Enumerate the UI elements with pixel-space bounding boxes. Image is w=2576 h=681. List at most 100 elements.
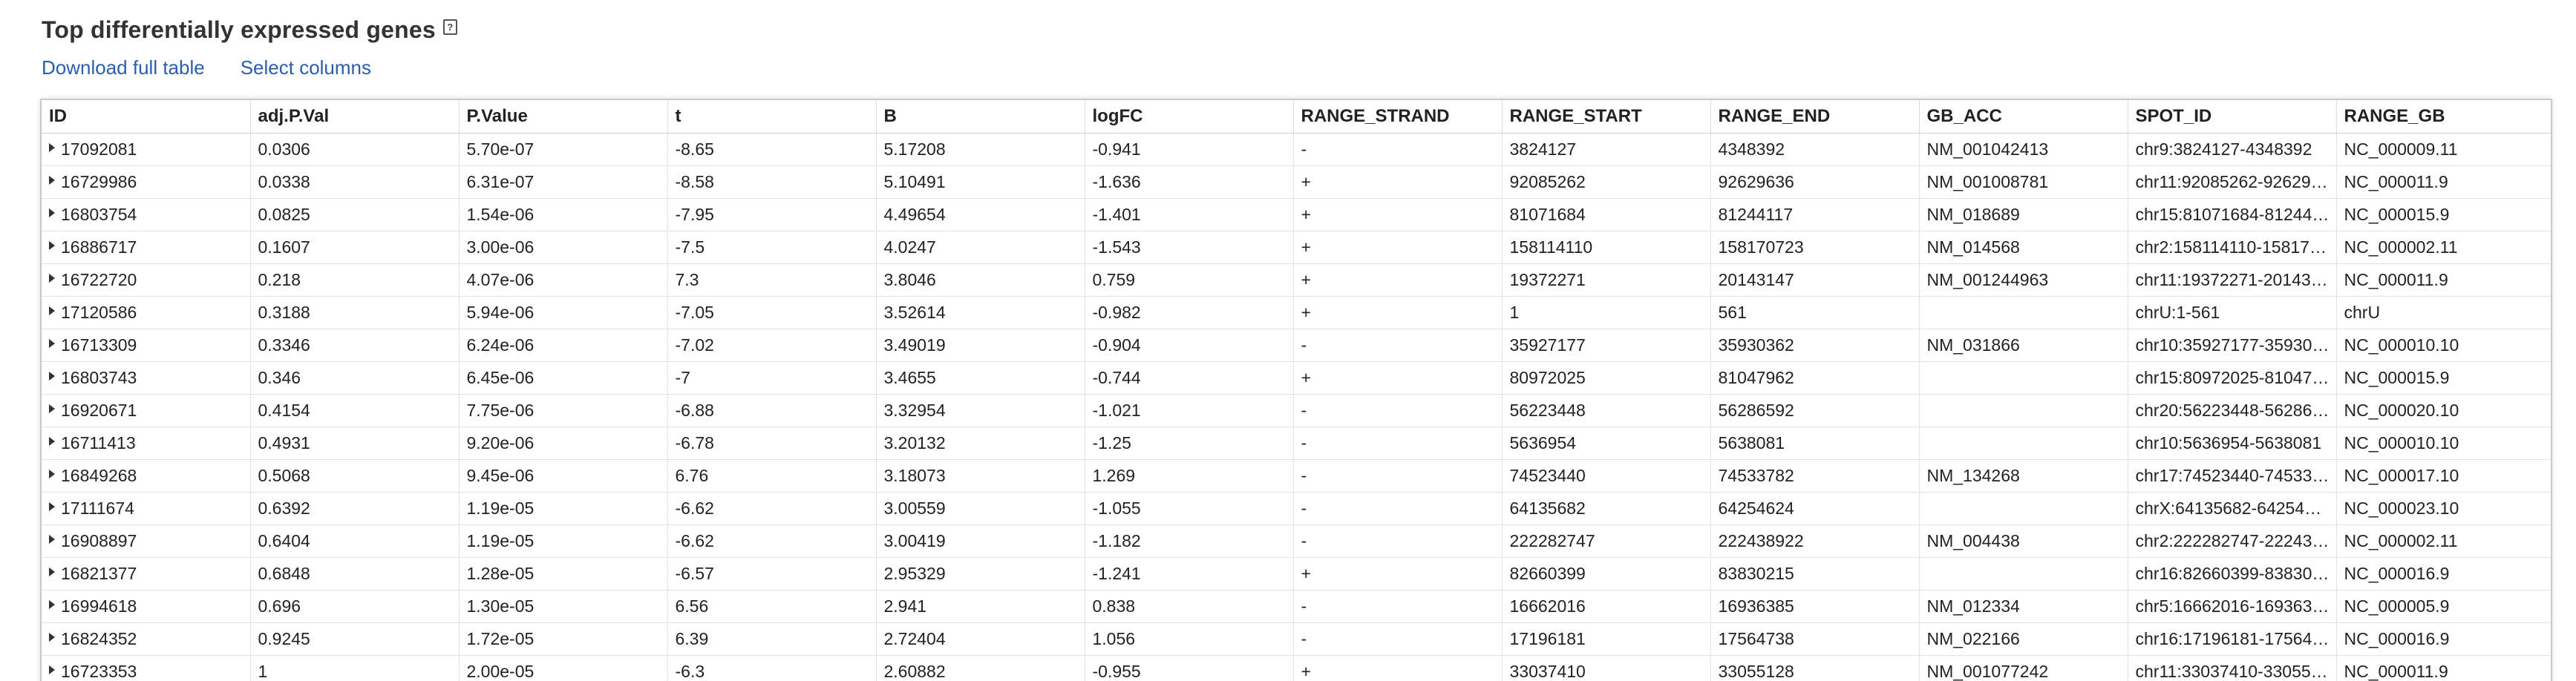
table-cell: 158114110 [1502, 231, 1711, 264]
row-id: 16711413 [61, 433, 136, 453]
triangle-right-icon[interactable] [49, 600, 55, 609]
triangle-right-icon[interactable] [49, 404, 55, 413]
table-cell: 3.00419 [876, 524, 1085, 558]
column-header[interactable]: P.Value [459, 100, 668, 134]
triangle-right-icon[interactable] [49, 470, 55, 478]
column-header[interactable]: logFC [1085, 100, 1294, 134]
table-cell: 0.0825 [250, 198, 460, 231]
table-row[interactable]: 17120586 0.3188 5.94e-06 -7.05 3.52614 -0.982… [42, 296, 2551, 329]
table-cell: - [1293, 394, 1503, 427]
column-header[interactable]: ID [42, 100, 251, 134]
table-cell: -1.401 [1085, 198, 1294, 231]
table-cell: NM_014568 [1919, 231, 2128, 264]
triangle-right-icon[interactable] [49, 241, 55, 250]
table-cell: 4348392 [1710, 133, 1920, 166]
table-row[interactable]: 17092081 0.0306 5.70e-07 -8.65 5.17208 -0.941… [42, 133, 2551, 166]
triangle-right-icon[interactable] [49, 437, 55, 446]
download-full-table-link[interactable]: Download full table [42, 56, 205, 79]
triangle-right-icon[interactable] [49, 274, 55, 283]
row-id: 16723353 [61, 662, 137, 681]
column-header[interactable]: RANGE_START [1502, 100, 1711, 134]
column-header[interactable]: SPOT_ID [2128, 100, 2337, 134]
column-header[interactable]: RANGE_END [1710, 100, 1920, 134]
column-header[interactable]: GB_ACC [1919, 100, 2128, 134]
table-cell: 6.45e-06 [459, 361, 668, 395]
table-cell: 35930362 [1710, 329, 1920, 362]
table-row[interactable]: 16920671 0.4154 7.75e-06 -6.88 3.32954 -1.021… [42, 394, 2551, 427]
table-cell: 35927177 [1502, 329, 1711, 362]
triangle-right-icon[interactable] [49, 339, 55, 348]
table-row[interactable]: 16821377 0.6848 1.28e-05 -6.57 2.95329 -1.241… [42, 557, 2551, 590]
table-row[interactable]: 17111674 0.6392 1.19e-05 -6.62 3.00559 -1.055… [42, 492, 2551, 525]
table-cell: chr2:158114110-15817… [2128, 231, 2337, 264]
select-columns-link[interactable]: Select columns [240, 56, 372, 79]
table-row[interactable]: 16886717 0.1607 3.00e-06 -7.5 4.0247 -1.543 +1… [42, 231, 2551, 264]
triangle-right-icon[interactable] [49, 535, 55, 544]
column-header[interactable]: t [667, 100, 877, 134]
table-cell: 5638081 [1710, 427, 1920, 460]
table-row[interactable]: 16723353 1 2.00e-05 -6.3 2.60882 -0.955 +33037… [42, 655, 2551, 681]
table-row[interactable]: 16729986 0.0338 6.31e-07 -8.58 5.10491 -1.636… [42, 165, 2551, 199]
triangle-right-icon[interactable] [49, 143, 55, 152]
table-cell: NM_134268 [1919, 459, 2128, 493]
table-cell: 0.759 [1085, 263, 1294, 297]
table-cell: + [1293, 165, 1503, 199]
section-heading: Top differentially expressed genes ? [42, 16, 457, 44]
row-id: 17092081 [61, 139, 137, 159]
table-cell: NC_000002.11 [2336, 524, 2551, 558]
table-cell: 2.95329 [876, 557, 1085, 590]
table-cell: 64254624 [1710, 492, 1920, 525]
table-cell: chr11:92085262-92629… [2128, 165, 2337, 199]
table-row[interactable]: 16824352 0.9245 1.72e-05 6.39 2.72404 1.056-1… [42, 622, 2551, 656]
table-cell: 17092081 [42, 133, 251, 166]
table-row[interactable]: 16803743 0.346 6.45e-06 -7 3.4655 -0.744 +8097… [42, 361, 2551, 395]
table-cell: 16994618 [42, 590, 251, 623]
column-header[interactable]: adj.P.Val [250, 100, 460, 134]
table-row[interactable]: 16994618 0.696 1.30e-05 6.56 2.941 0.838-1666… [42, 590, 2551, 623]
table-row[interactable]: 16722720 0.218 4.07e-06 7.3 3.8046 0.759 +1937… [42, 263, 2551, 297]
triangle-right-icon[interactable] [49, 502, 55, 511]
table-cell: 33055128 [1710, 655, 1920, 681]
table-cell: NC_000010.10 [2336, 427, 2551, 460]
table-cell: 3.32954 [876, 394, 1085, 427]
triangle-right-icon[interactable] [49, 176, 55, 185]
table-cell: 17111674 [42, 492, 251, 525]
table-cell: -6.57 [667, 557, 877, 590]
table-cell [1919, 296, 2128, 329]
table-row[interactable]: 16713309 0.3346 6.24e-06 -7.02 3.49019 -0.904… [42, 329, 2551, 362]
table-cell: 81047962 [1710, 361, 1920, 395]
triangle-right-icon[interactable] [49, 208, 55, 217]
column-header[interactable]: RANGE_GB [2336, 100, 2551, 134]
table-cell: NC_000011.9 [2336, 165, 2551, 199]
table-cell: - [1293, 524, 1503, 558]
table-cell: NM_001244963 [1919, 263, 2128, 297]
row-id: 16994618 [61, 596, 137, 616]
triangle-right-icon[interactable] [49, 372, 55, 381]
table-row[interactable]: 16711413 0.4931 9.20e-06 -6.78 3.20132 -1.25-… [42, 427, 2551, 460]
triangle-right-icon[interactable] [49, 306, 55, 315]
table-row[interactable]: 16849268 0.5068 9.45e-06 6.76 3.18073 1.269-7… [42, 459, 2551, 493]
table-cell: 0.838 [1085, 590, 1294, 623]
triangle-right-icon[interactable] [49, 568, 55, 576]
table-cell: 0.6848 [250, 557, 460, 590]
triangle-right-icon[interactable] [49, 633, 55, 642]
column-header[interactable]: B [876, 100, 1085, 134]
table-cell: 0.0306 [250, 133, 460, 166]
table-cell: 17120586 [42, 296, 251, 329]
column-header[interactable]: RANGE_STRAND [1293, 100, 1503, 134]
table-row[interactable]: 16908897 0.6404 1.19e-05 -6.62 3.00419 -1.182… [42, 524, 2551, 558]
row-id: 16821377 [61, 564, 137, 583]
table-cell: 0.1607 [250, 231, 460, 264]
table-cell: chr15:81071684-81244… [2128, 198, 2337, 231]
table-row[interactable]: 16803754 0.0825 1.54e-06 -7.95 4.49654 -1.401… [42, 198, 2551, 231]
row-id: 17120586 [61, 303, 137, 322]
table-cell: chr17:74523440-74533… [2128, 459, 2337, 493]
table-cell: 16723353 [42, 655, 251, 681]
help-icon[interactable]: ? [442, 19, 457, 35]
table-cell: -1.021 [1085, 394, 1294, 427]
triangle-right-icon[interactable] [49, 665, 55, 674]
table-cell [1919, 492, 2128, 525]
table-cell: -0.982 [1085, 296, 1294, 329]
